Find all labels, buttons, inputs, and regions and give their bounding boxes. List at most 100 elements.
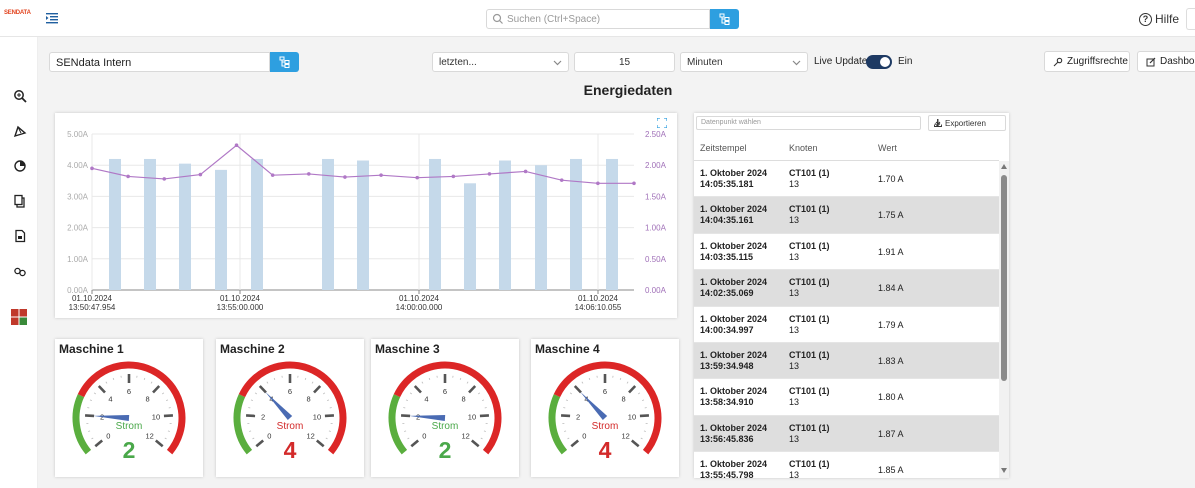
- grid-app-icon[interactable]: [11, 309, 27, 325]
- gauge-tick-label: 10: [628, 412, 636, 421]
- access-rights-button[interactable]: Zugriffsrechte: [1044, 51, 1130, 72]
- gauge-minor-tick: [150, 381, 153, 384]
- table-row[interactable]: 1. Oktober 2024 14:03:35.115 CT101 (1) 13 1.…: [694, 234, 999, 271]
- gauge-needle: [265, 391, 293, 421]
- gauge-value: 2: [123, 437, 136, 463]
- column-header-timestamp[interactable]: Zeitstempel: [700, 143, 747, 153]
- help-button[interactable]: ? Hilfe: [1139, 12, 1179, 26]
- cell-value: 1.70 A: [878, 174, 904, 184]
- gauge-major-tick: [152, 385, 161, 394]
- export-button[interactable]: Exportieren: [928, 115, 1006, 131]
- table-row[interactable]: 1. Oktober 2024 14:05:35.181 CT101 (1) 13 1.…: [694, 161, 999, 198]
- search-input[interactable]: Suchen (Ctrl+Space): [486, 9, 710, 29]
- gauge-minor-tick: [93, 392, 96, 395]
- chart-line-point: [596, 181, 600, 186]
- gauge-minor-tick: [564, 430, 567, 432]
- gauge-dial: 024681012Strom2: [72, 361, 186, 463]
- cell-value: 1.84 A: [878, 283, 904, 294]
- gauge-tick-label: 2: [576, 412, 580, 421]
- scroll-down-icon[interactable]: [1001, 468, 1007, 473]
- gauge-minor-tick: [459, 377, 462, 381]
- copy-icon[interactable]: [13, 194, 27, 208]
- menu-toggle-icon[interactable]: [44, 10, 60, 26]
- gauge-minor-tick: [249, 430, 252, 432]
- node-select-input[interactable]: SENdata Intern: [49, 52, 270, 72]
- gauge-minor-tick: [478, 392, 481, 395]
- gauge-tick-label: 10: [313, 412, 321, 421]
- range-value-input[interactable]: 15: [574, 52, 675, 72]
- unit-select[interactable]: Minuten: [680, 52, 808, 72]
- column-header-value[interactable]: Wert: [878, 143, 897, 153]
- chevron-down-icon: [792, 60, 801, 66]
- gauge-minor-tick: [304, 377, 307, 381]
- table-row[interactable]: 1. Oktober 2024 13:55:45.798 CT101 (1) 13 1.…: [694, 452, 999, 478]
- gauge-minor-tick: [164, 437, 167, 440]
- zoom-search-icon[interactable]: [13, 89, 27, 103]
- pie-chart-icon[interactable]: [13, 159, 27, 173]
- cell-date: 1. Oktober 2024: [700, 240, 768, 251]
- cell-timestamp: 1. Oktober 2024 14:05:35.181: [700, 168, 767, 190]
- gauge-major-tick: [245, 414, 256, 418]
- expand-icon[interactable]: [657, 118, 667, 128]
- cell-node-name: CT101 (1): [789, 240, 830, 251]
- gauge-title: Maschine 3: [375, 342, 440, 356]
- gauge-major-tick: [315, 439, 325, 448]
- gauge-card-2: Maschine 2 024681012Strom4: [216, 339, 364, 477]
- table-row[interactable]: 1. Oktober 2024 14:04:35.161 CT101 (1) 13 1.…: [694, 197, 999, 234]
- scroll-up-icon[interactable]: [1001, 164, 1007, 169]
- chart-bar: [499, 160, 511, 290]
- live-update-toggle[interactable]: [866, 55, 892, 69]
- search-tree-button[interactable]: [710, 9, 739, 29]
- unit-select-value: Minuten: [687, 57, 723, 68]
- scroll-thumb[interactable]: [1001, 175, 1007, 381]
- dashboard-button[interactable]: Dashboard: [1137, 51, 1195, 72]
- gauge-dial: 024681012Strom2: [388, 361, 502, 463]
- search-placeholder: Suchen (Ctrl+Space): [507, 14, 601, 25]
- link-icon[interactable]: [13, 264, 27, 278]
- cell-time: 13:56:45.836: [700, 433, 754, 444]
- chart-bar: [215, 169, 227, 290]
- node-tree-button[interactable]: [270, 52, 299, 72]
- table-row[interactable]: 1. Oktober 2024 13:58:34.910 CT101 (1) 13 1.…: [694, 379, 999, 416]
- gauge-major-tick: [573, 385, 582, 394]
- column-header-node[interactable]: Knoten: [789, 143, 818, 153]
- cell-value: 1.83 A: [878, 355, 904, 366]
- gauge-tick-label: 0: [267, 431, 271, 440]
- table-row[interactable]: 1. Oktober 2024 14:02:35.069 CT101 (1) 13 1.…: [694, 270, 999, 307]
- gauge-minor-tick: [325, 437, 328, 440]
- document-icon[interactable]: [13, 229, 27, 243]
- datapoint-select-input[interactable]: Datenpunkt wählen: [696, 116, 921, 130]
- table-scrollbar[interactable]: [999, 161, 1009, 478]
- cell-value: 1.87 A: [878, 428, 904, 439]
- export-label: Exportieren: [945, 119, 986, 128]
- gauge-minor-tick: [588, 377, 591, 381]
- gauge-major-tick: [470, 439, 480, 448]
- y-right-tick-label: 0.50A: [645, 255, 667, 264]
- gauge-major-tick: [154, 439, 164, 448]
- range-select[interactable]: letzten...: [432, 52, 569, 72]
- gauge-tick-label: 6: [443, 387, 447, 396]
- cell-node: CT101 (1) 13: [789, 314, 830, 336]
- user-menu-button[interactable]: [1186, 8, 1195, 30]
- gauge-major-tick: [255, 439, 265, 448]
- chart-line-point: [126, 174, 130, 179]
- rocket-icon[interactable]: [13, 124, 27, 138]
- cell-timestamp: 1. Oktober 2024 13:58:34.910: [700, 386, 767, 408]
- table-row[interactable]: 1. Oktober 2024 14:00:34.997 CT101 (1) 13 1.…: [694, 307, 999, 343]
- cell-time: 14:05:35.181: [700, 179, 754, 189]
- gauge-minor-tick: [323, 392, 326, 395]
- table-row[interactable]: 1. Oktober 2024 13:56:45.836 CT101 (1) 13 1.…: [694, 415, 999, 453]
- chart-line-point: [234, 143, 239, 148]
- gauge-minor-tick: [91, 437, 94, 440]
- gauge-tick-label: 12: [462, 431, 470, 440]
- cell-node-sub: 13: [789, 251, 800, 262]
- sort-down-icon: [934, 119, 941, 127]
- table-row[interactable]: 1. Oktober 2024 13:59:34.948 CT101 (1) 13 1.…: [694, 342, 999, 380]
- gauge-minor-tick: [581, 381, 584, 384]
- gauge-green-band: [388, 394, 408, 455]
- cell-node: CT101 (1) 13: [789, 241, 830, 263]
- gauge-dial: 024681012Strom4: [233, 361, 347, 463]
- gauge-major-tick: [94, 439, 104, 448]
- table-body: 1. Oktober 2024 14:05:35.181 CT101 (1) 13 1.…: [694, 161, 999, 478]
- cell-node: CT101 (1) 13: [789, 350, 830, 372]
